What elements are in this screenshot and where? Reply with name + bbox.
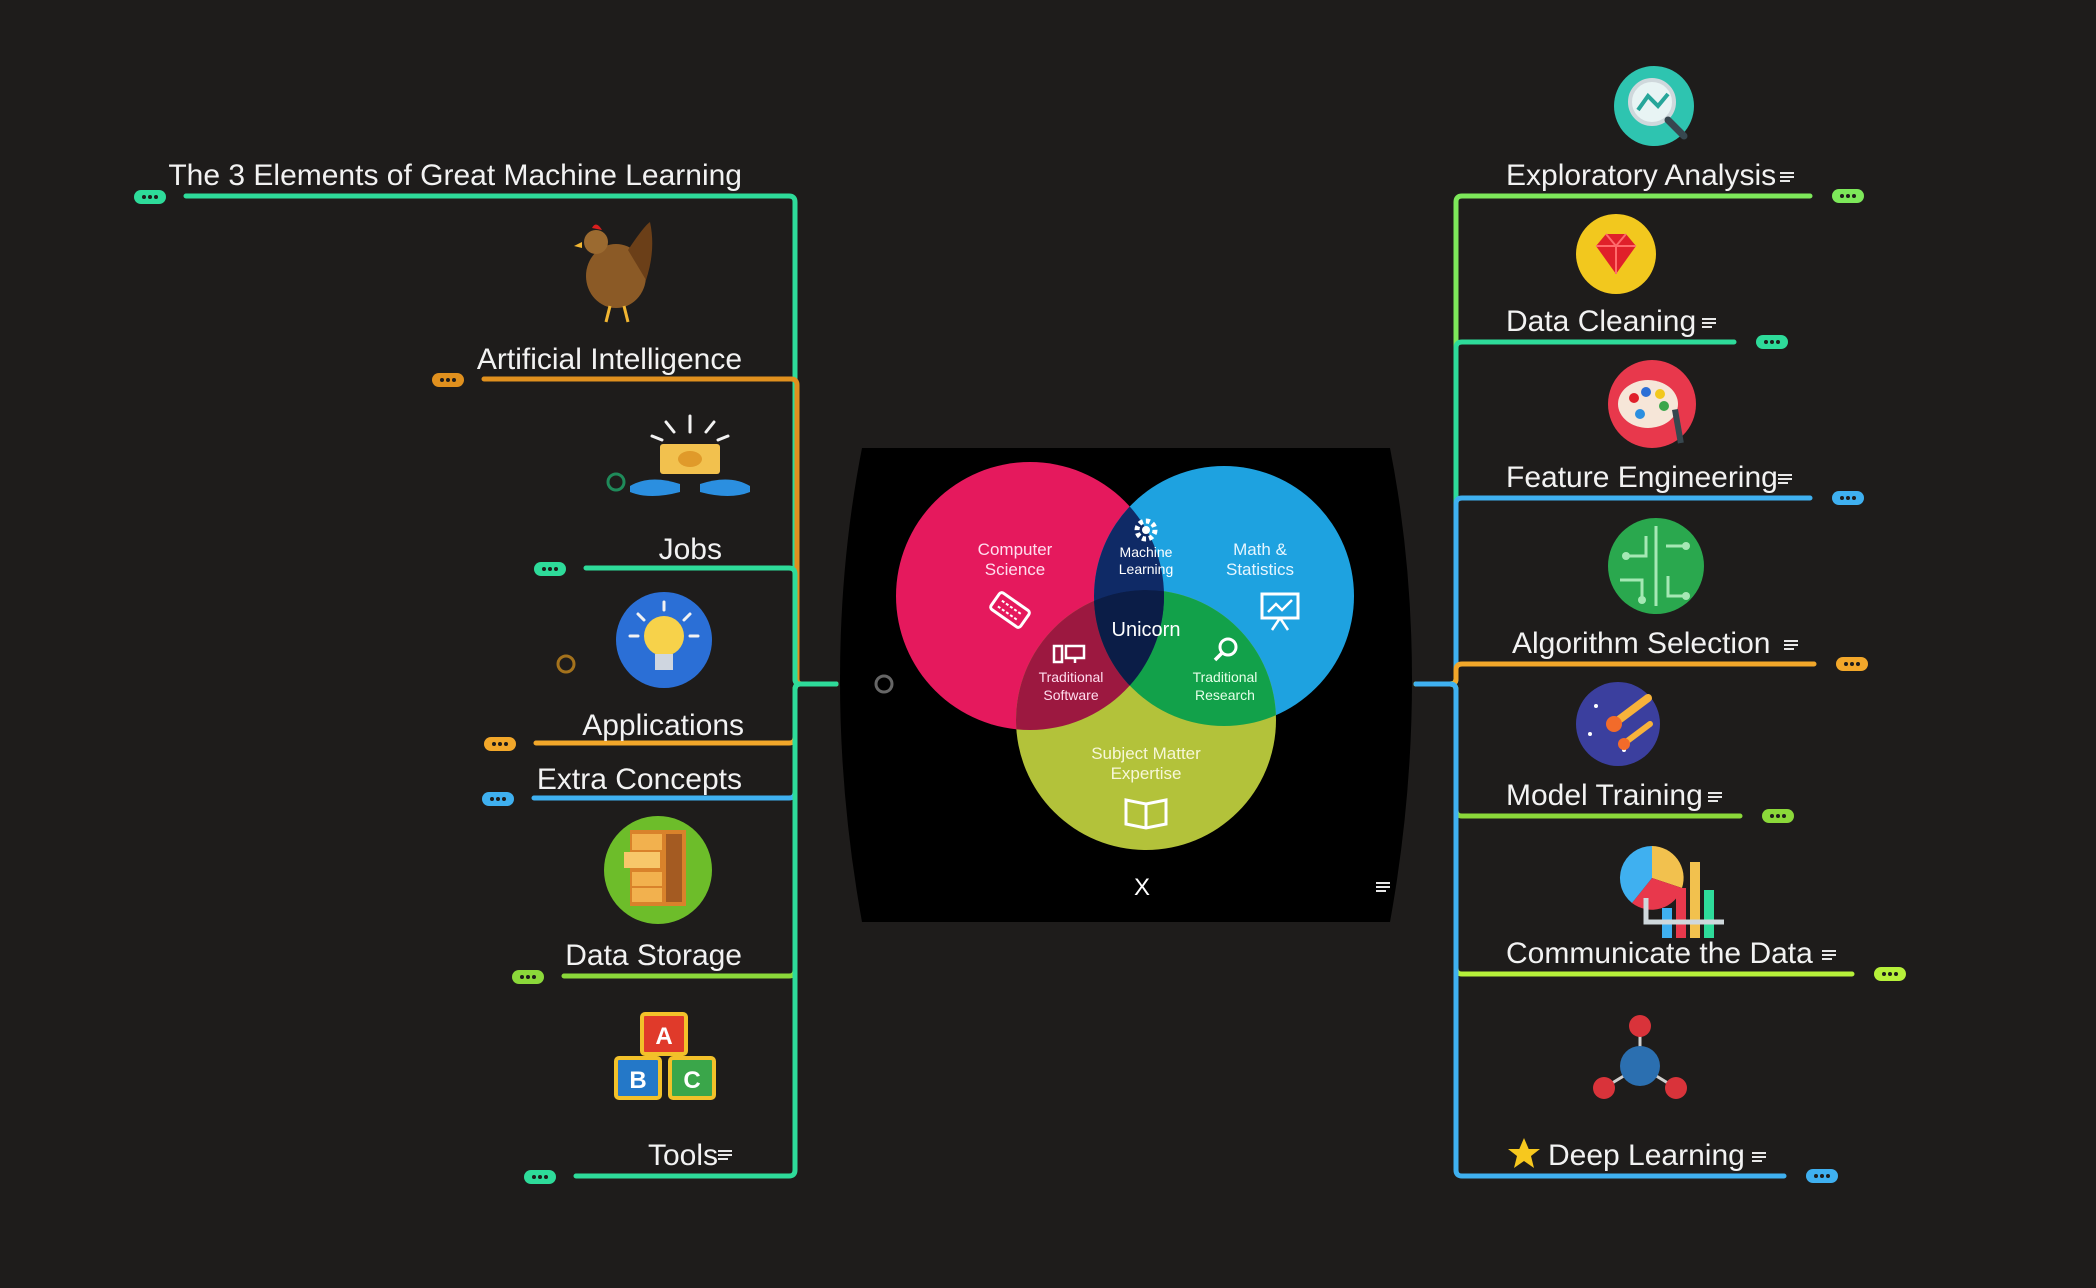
collapse-button-data-storage[interactable] [512, 970, 544, 984]
venn-label-machine-learning: Machine Learning [1118, 544, 1174, 577]
topic-ml-elements[interactable]: The 3 Elements of Great Machine Learning [168, 159, 742, 192]
chicken-icon [574, 222, 653, 323]
connector-algorithm [1413, 661, 1817, 687]
collapse-button-eda[interactable] [1832, 189, 1864, 203]
venn-label-traditional-research: Traditional Research [1192, 669, 1258, 703]
cleaning-note-icon[interactable] [1702, 318, 1716, 330]
topic-data-cleaning[interactable]: Data Cleaning [1506, 305, 1697, 338]
palette-icon [1608, 360, 1696, 448]
comet-icon [1576, 682, 1660, 766]
topic-algorithm-selection[interactable]: Algorithm Selection [1512, 627, 1771, 660]
collapse-button-ai[interactable] [432, 373, 464, 387]
presentation-chart-icon [1260, 592, 1300, 631]
collapse-button-applications[interactable] [484, 737, 516, 751]
topic-tools[interactable]: Tools [647, 1139, 718, 1172]
magnifier-chart-icon [1614, 66, 1694, 146]
pie-bar-chart-icon [1619, 846, 1724, 938]
connector-deep [1413, 681, 1787, 1179]
venn-label-math-statistics: Math & Statistics [1225, 540, 1295, 579]
central-close-label[interactable]: X [1134, 874, 1151, 901]
venn-label-traditional-software: Traditional Software [1038, 669, 1104, 703]
circuit-icon [1608, 518, 1704, 614]
collapse-button-ml-elements[interactable] [134, 190, 166, 204]
central-note-icon[interactable] [1376, 882, 1390, 894]
block-letter-b: B [629, 1067, 646, 1094]
topic-artificial-intelligence[interactable]: Artificial Intelligence [476, 343, 742, 376]
money-hands-icon [630, 414, 750, 496]
topic-feature-engineering[interactable]: Feature Engineering [1506, 461, 1778, 494]
topic-model-training[interactable]: Model Training [1506, 779, 1703, 812]
topic-jobs[interactable]: Jobs [658, 533, 722, 566]
training-note-icon[interactable] [1708, 792, 1722, 804]
gear-icon [1134, 518, 1158, 542]
collapse-button-cleaning[interactable] [1756, 335, 1788, 349]
jobs-loading-indicator [606, 472, 626, 492]
computer-icon [1052, 644, 1086, 664]
collapse-button-jobs[interactable] [534, 562, 566, 576]
tools-note-icon[interactable] [718, 1150, 732, 1162]
open-book-icon [1124, 798, 1168, 830]
topic-data-storage[interactable]: Data Storage [565, 939, 742, 972]
topic-applications[interactable]: Applications [582, 709, 744, 742]
collapse-button-tools[interactable] [524, 1170, 556, 1184]
filing-cabinet-icon [604, 816, 712, 924]
collapse-button-feature[interactable] [1832, 491, 1864, 505]
central-loading-indicator [874, 674, 894, 694]
venn-label-subject-matter: Subject Matter Expertise [1091, 744, 1201, 783]
topic-exploratory-analysis[interactable]: Exploratory Analysis [1506, 159, 1777, 192]
collapse-button-extra[interactable] [482, 792, 514, 806]
venn-diagram [896, 462, 1354, 850]
search-icon [1213, 637, 1238, 662]
collapse-button-training[interactable] [1762, 809, 1794, 823]
lightbulb-icon [616, 592, 712, 688]
collapse-button-communicate[interactable] [1874, 967, 1906, 981]
deep-learning-note-icon[interactable] [1752, 1152, 1766, 1164]
connector-tools [573, 681, 839, 1179]
collapse-button-algorithm[interactable] [1836, 657, 1868, 671]
topic-deep-learning[interactable]: Deep Learning [1548, 1139, 1745, 1172]
eda-note-icon[interactable] [1780, 172, 1794, 184]
star-icon [1508, 1138, 1540, 1168]
block-letter-a: A [655, 1023, 672, 1050]
applications-loading-indicator [556, 654, 576, 674]
gem-icon [1576, 214, 1656, 294]
block-letter-c: C [683, 1067, 700, 1094]
topic-communicate-data[interactable]: Communicate the Data [1506, 937, 1813, 970]
collapse-button-deep-learning[interactable] [1806, 1169, 1838, 1183]
abc-blocks-icon [614, 1012, 716, 1100]
molecule-icon [1593, 1015, 1687, 1099]
venn-label-computer-science: Computer Science [977, 540, 1053, 579]
venn-label-unicorn: Unicorn [1111, 619, 1181, 641]
topic-extra-concepts[interactable]: Extra Concepts [536, 763, 742, 796]
communicate-note-icon[interactable] [1822, 950, 1836, 962]
connector-ml-elements [183, 193, 839, 687]
feature-note-icon[interactable] [1778, 474, 1792, 486]
algorithm-note-icon[interactable] [1784, 640, 1798, 652]
